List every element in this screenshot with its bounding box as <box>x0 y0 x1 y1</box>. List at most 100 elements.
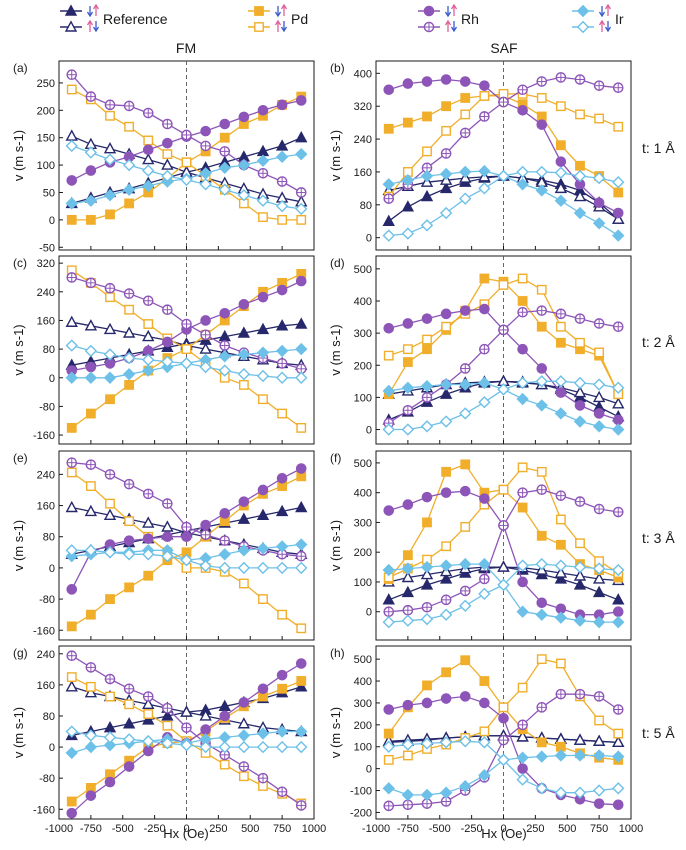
panel-label: (a) <box>13 61 28 75</box>
panel-a: (a) -50 0 50 100 150 200 250 v (m s-1) <box>11 60 315 254</box>
data-point <box>180 357 193 370</box>
series-ir-open <box>382 557 625 629</box>
data-point <box>612 414 624 426</box>
legend: Reference Pd Rh Ir <box>60 3 624 34</box>
data-point <box>460 109 471 120</box>
data-point <box>142 533 154 544</box>
y-tick-label: 0 <box>366 233 372 245</box>
up-arrow-icon <box>280 3 288 16</box>
data-point <box>237 367 251 381</box>
data-point <box>382 229 395 242</box>
series-ir-open <box>65 544 308 575</box>
legend-marker <box>254 22 264 32</box>
data-point <box>402 550 413 561</box>
data-point <box>612 735 625 748</box>
data-point <box>575 337 585 348</box>
data-point <box>535 557 548 571</box>
y-tick-label: 500 <box>354 654 372 666</box>
down-arrow-icon <box>450 21 458 33</box>
data-point <box>257 683 269 695</box>
data-point <box>554 611 568 624</box>
x-tick-label: -500 <box>429 823 451 835</box>
legend-marker <box>423 5 435 17</box>
data-point <box>85 790 97 801</box>
data-point <box>401 200 415 212</box>
legend-marker <box>254 6 264 16</box>
data-point <box>84 740 98 754</box>
data-point <box>401 381 415 394</box>
series-rh-open <box>66 457 307 562</box>
data-point <box>479 91 490 101</box>
data-point <box>219 132 230 143</box>
data-point <box>85 165 97 176</box>
data-point <box>592 585 606 598</box>
y-tick-label: 400 <box>354 488 372 500</box>
data-point <box>65 746 78 760</box>
data-point <box>402 699 414 711</box>
y-tick-label: 250 <box>37 78 55 90</box>
y-tick-label: -160 <box>33 804 55 816</box>
panel-label: (e) <box>13 451 28 465</box>
data-point <box>382 782 395 795</box>
data-point <box>124 699 135 710</box>
y-axis-label: v (m s-1) <box>11 130 26 181</box>
data-point <box>420 737 434 750</box>
data-point <box>592 615 606 629</box>
x-tick-label: -1000 <box>362 823 390 835</box>
data-point <box>459 691 471 702</box>
up-arrow-icon <box>86 19 94 32</box>
data-point <box>161 550 174 563</box>
series-ir-filled <box>65 342 308 384</box>
data-point <box>516 165 529 179</box>
data-point <box>420 560 434 574</box>
thickness-label-2: t: 2 Å <box>642 334 675 350</box>
y-tick-label: 150 <box>37 133 55 145</box>
data-point <box>459 735 472 748</box>
data-point <box>105 209 115 220</box>
data-point <box>554 572 568 584</box>
x-axis-label-left: Hx (Oe) <box>163 826 209 841</box>
y-tick-label: -160 <box>33 625 55 637</box>
data-point <box>122 183 136 196</box>
x-tick-label: -500 <box>112 823 134 835</box>
data-point <box>422 517 432 528</box>
data-point <box>535 750 548 763</box>
thickness-label-3: t: 3 Å <box>642 530 675 546</box>
data-point <box>65 544 78 557</box>
y-tick-label: 80 <box>43 344 55 356</box>
data-point <box>277 683 288 694</box>
data-point <box>612 782 625 795</box>
data-point <box>218 364 231 377</box>
data-point <box>258 394 268 405</box>
y-axis-label: v (m s-1) <box>328 324 343 375</box>
data-point <box>402 117 413 128</box>
data-point <box>256 154 270 167</box>
data-point <box>296 676 307 686</box>
data-point <box>65 371 78 384</box>
data-point <box>401 173 415 187</box>
data-point <box>592 572 606 584</box>
data-point <box>421 313 433 324</box>
y-tick-label: 500 <box>354 264 372 276</box>
data-point <box>441 667 452 678</box>
data-point <box>478 557 491 571</box>
data-point <box>180 553 193 567</box>
data-point <box>65 339 78 352</box>
data-point <box>382 593 395 605</box>
data-point <box>478 769 491 782</box>
data-point <box>420 788 434 802</box>
data-point <box>276 99 288 111</box>
data-point <box>257 484 269 496</box>
data-point <box>460 93 471 103</box>
thickness-label-1: t: 1 Å <box>642 140 675 156</box>
data-point <box>256 542 270 555</box>
x-tick-label: 1000 <box>619 823 643 835</box>
y-tick-label: 0 <box>49 742 55 754</box>
data-point <box>573 614 587 627</box>
data-point <box>65 500 78 513</box>
data-point <box>200 125 211 137</box>
data-point <box>66 796 77 807</box>
y-tick-label: 80 <box>43 711 55 723</box>
data-point <box>422 344 432 355</box>
